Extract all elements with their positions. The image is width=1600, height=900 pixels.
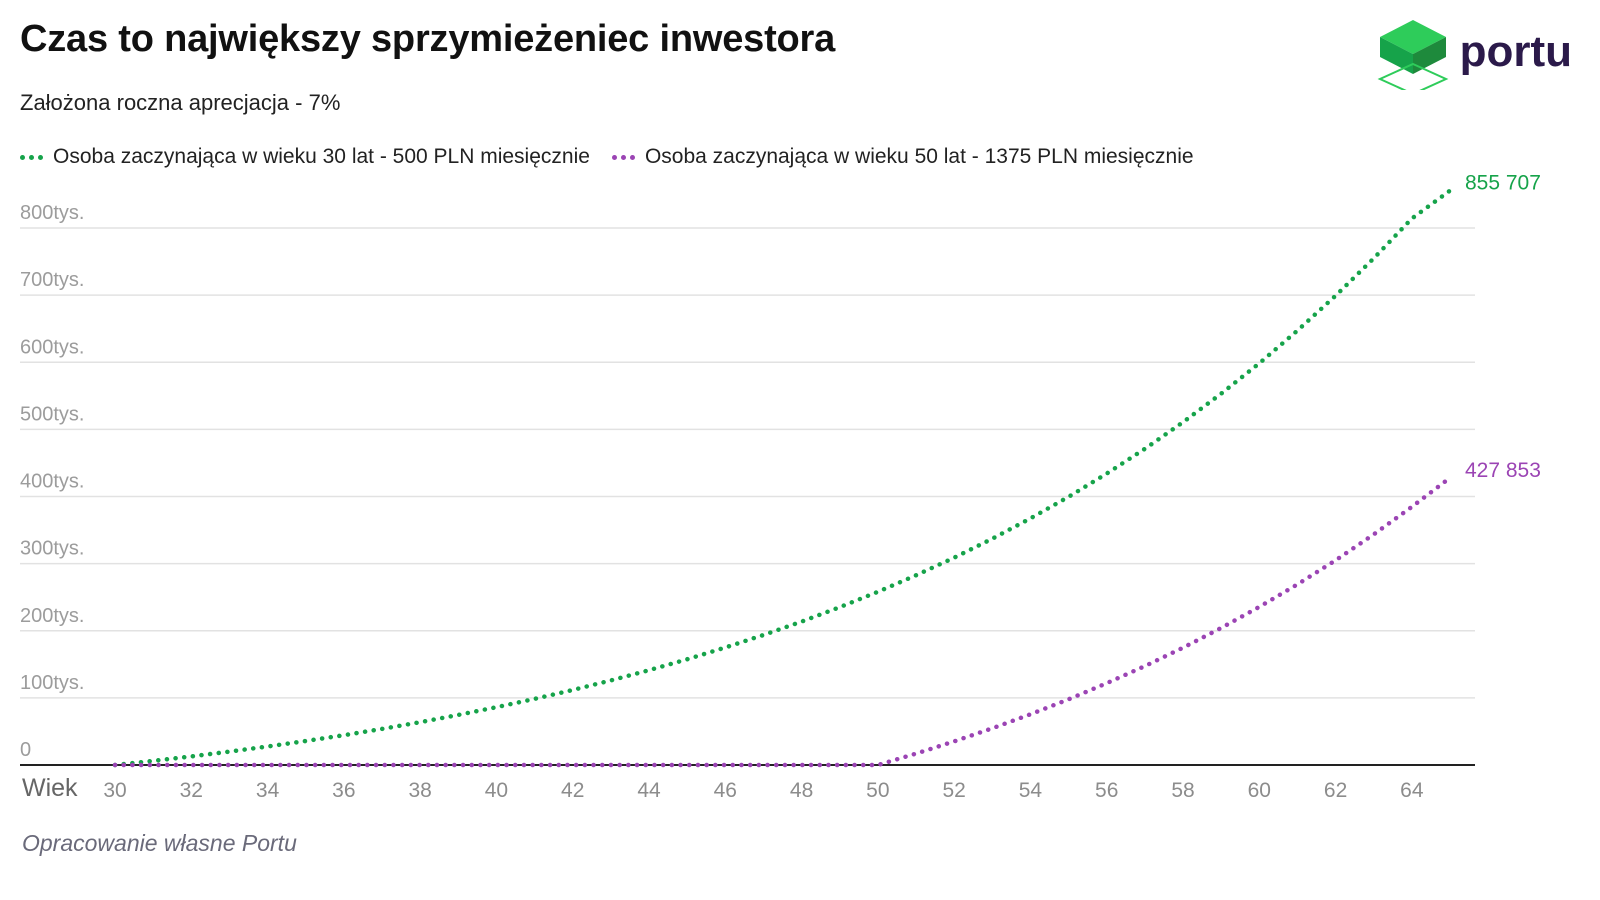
y-tick-label: 0 [20,739,31,761]
y-tick-label: 200tys. [20,605,84,627]
x-tick-label: 46 [714,779,737,802]
x-tick-label: 32 [180,779,203,802]
source-note: Opracowanie własne Portu [22,830,297,856]
x-tick-label: 44 [637,779,661,802]
series-line-1 [112,475,1453,768]
x-tick-label: 48 [790,779,813,802]
portu-logo: portu [1376,14,1572,90]
x-tick-label: 30 [103,779,126,802]
y-tick-label: 500tys. [20,403,84,425]
chart-title: Czas to największy sprzymieżeniec inwest… [20,18,836,60]
x-tick-label: 50 [866,779,889,802]
y-tick-label: 400tys. [20,471,84,493]
x-tick-label: 58 [1171,779,1194,802]
x-tick-label: 56 [1095,779,1118,802]
legend-marker-series-b [611,154,635,160]
x-tick-label: 60 [1248,779,1271,802]
portu-cube-icon [1377,20,1449,90]
legend-item-series-b: Osoba zaczynająca w wieku 50 lat - 1375 … [611,145,1194,169]
legend: Osoba zaczynająca w wieku 30 lat - 500 P… [20,145,1194,169]
x-tick-label: 34 [256,779,280,802]
portu-logo-text: portu [1459,27,1572,76]
x-tick-label: 52 [942,779,965,802]
legend-item-series-a: Osoba zaczynająca w wieku 30 lat - 500 P… [20,145,590,169]
legend-label-series-a: Osoba zaczynająca w wieku 30 lat - 500 P… [53,145,590,168]
series-end-label-0: 855 707 [1465,172,1541,195]
y-tick-label: 300tys. [20,538,84,560]
legend-label-series-b: Osoba zaczynająca w wieku 50 lat - 1375 … [644,145,1194,168]
y-tick-label: 700tys. [20,269,84,291]
line-chart: 0 100tys. 200tys. 300tys. 400tys. 500tys. 600t… [20,172,1541,802]
x-tick-label: 64 [1400,779,1424,802]
x-tick-label: 40 [485,779,508,802]
y-tick-label: 100tys. [20,672,84,694]
x-tick-label: 42 [561,779,584,802]
x-tick-label: 54 [1019,779,1043,802]
x-tick-label: 36 [332,779,355,802]
x-tick-label: 62 [1324,779,1347,802]
series-line-0 [112,188,1453,768]
y-tick-label: 600tys. [20,336,84,358]
x-axis-title: Wiek [22,774,78,802]
legend-marker-series-a [20,154,43,160]
y-tick-label: 800tys. [20,202,84,224]
chart-subtitle: Założona roczna aprecjacja - 7% [20,90,341,115]
series-end-label-1: 427 853 [1465,459,1541,482]
x-tick-label: 38 [408,779,431,802]
